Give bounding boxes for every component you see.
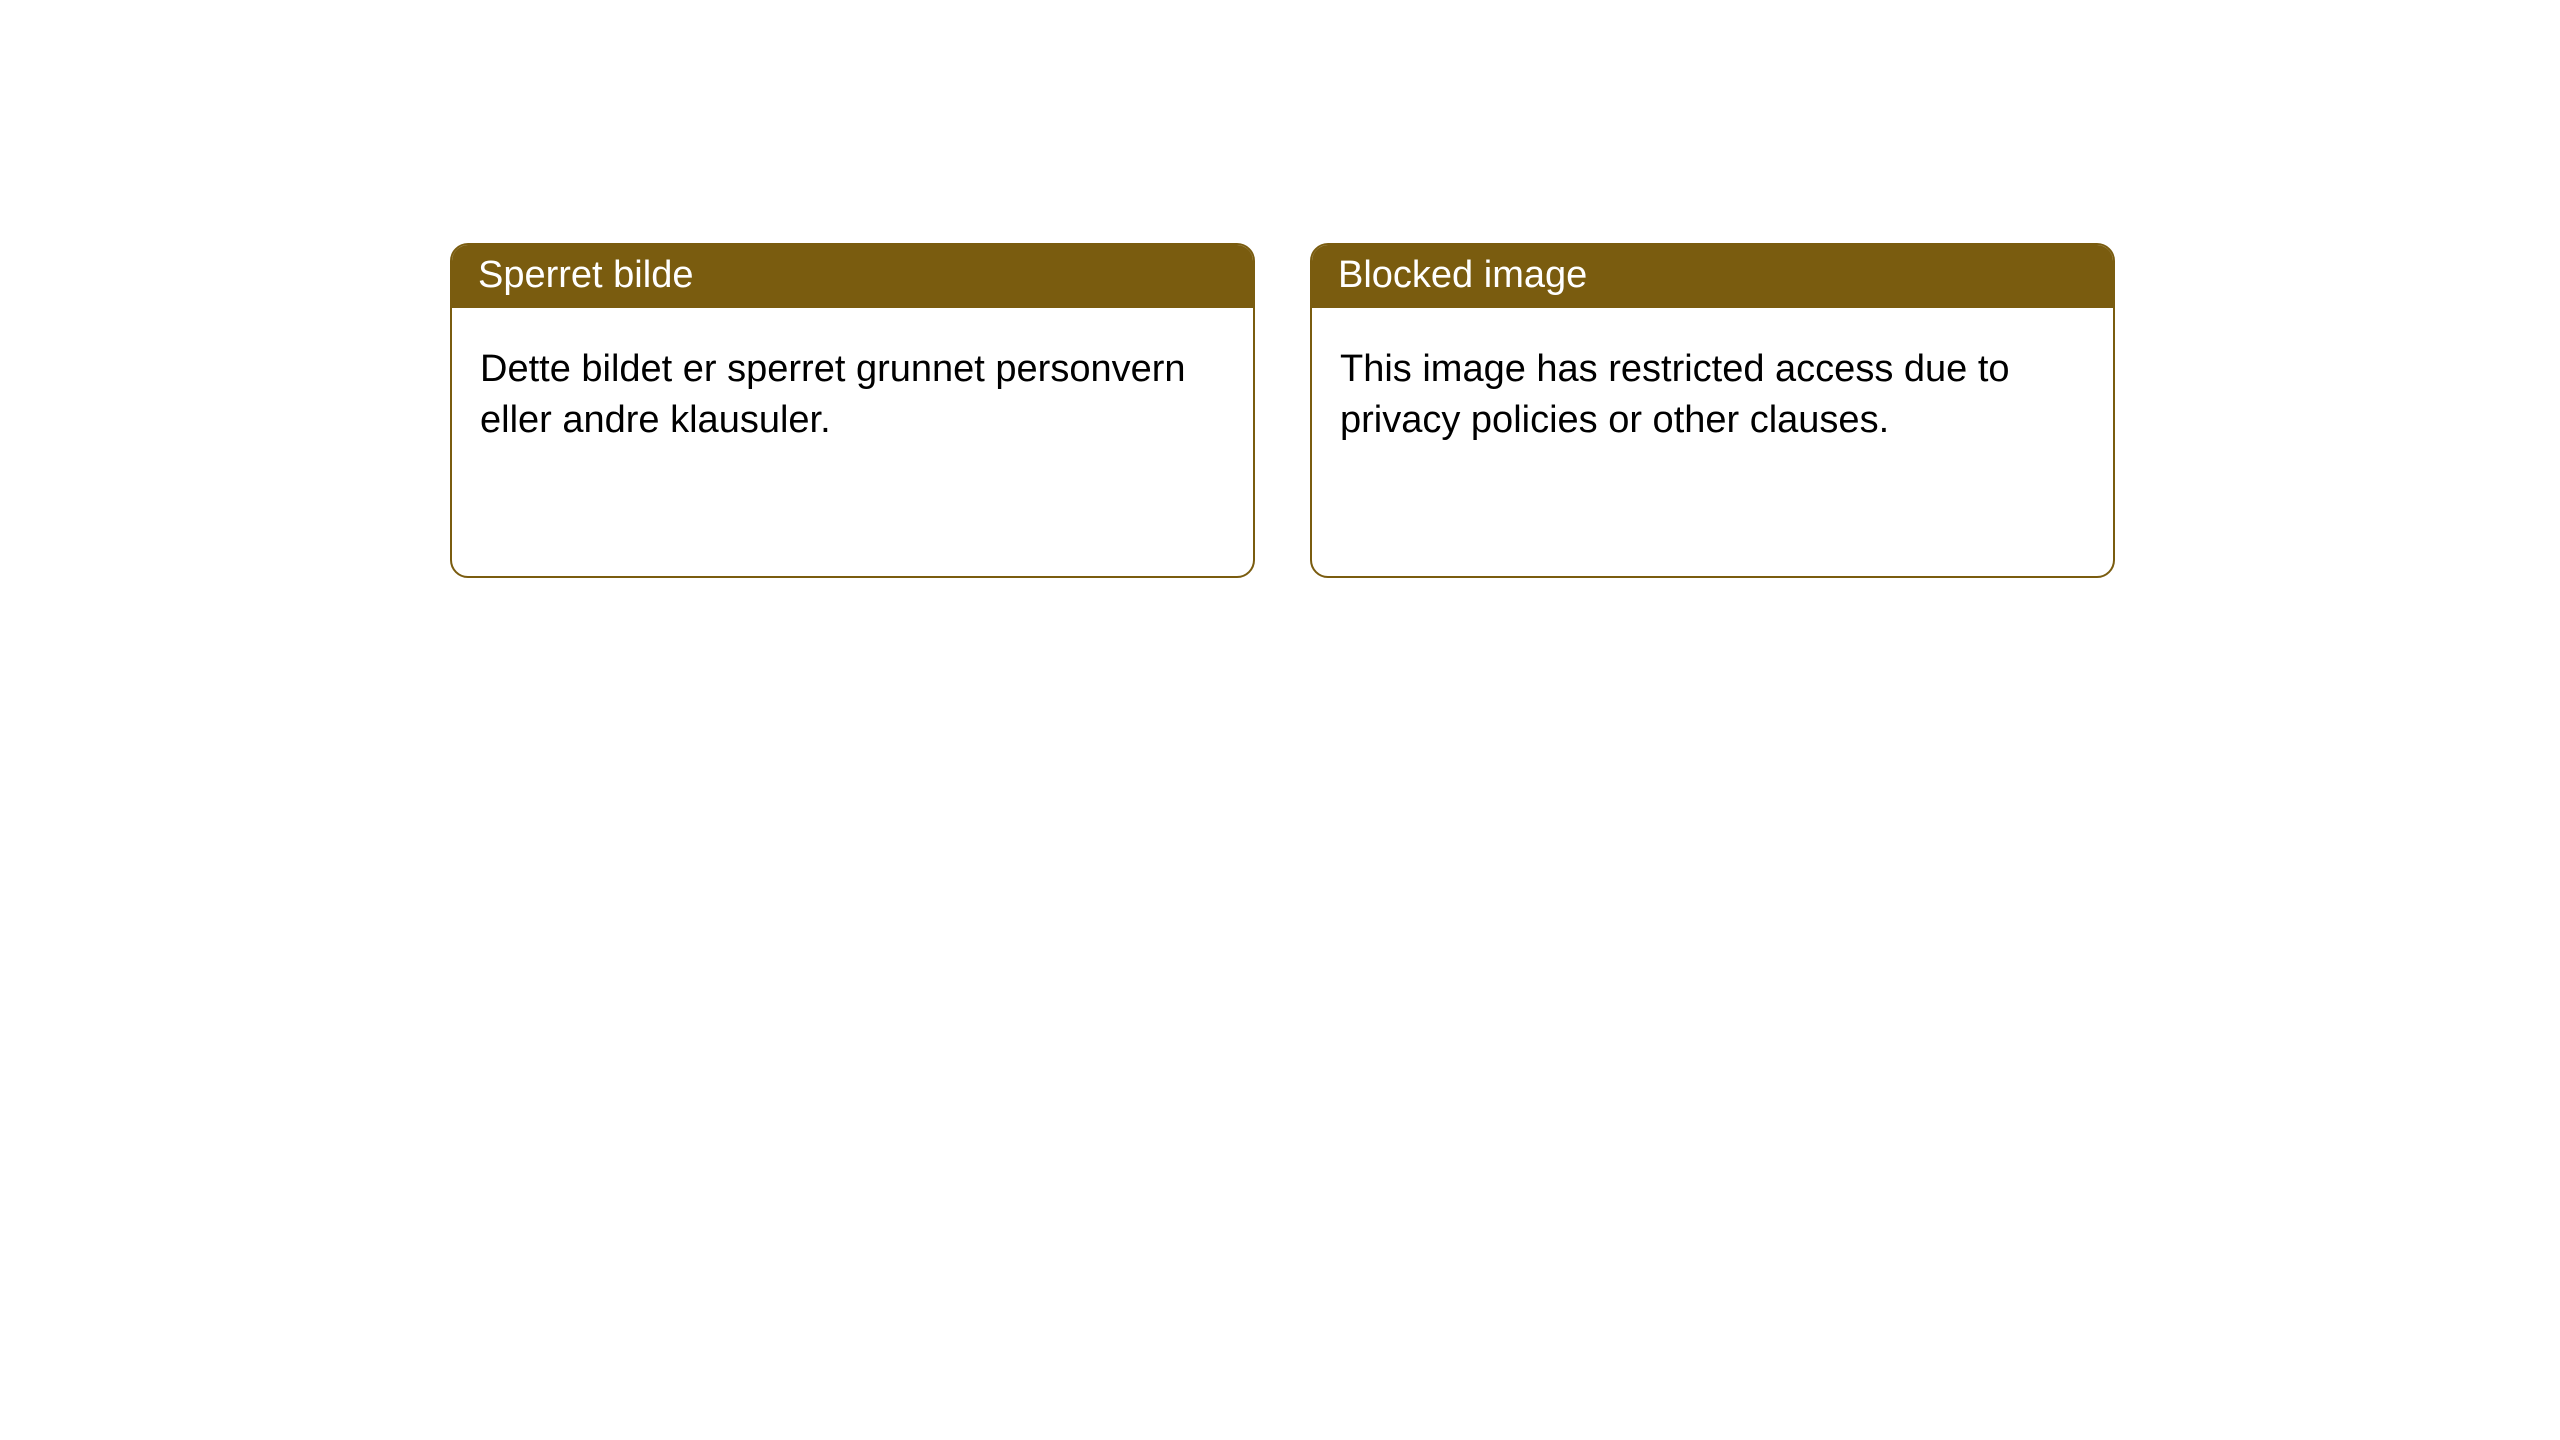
blocked-image-card-en: Blocked image This image has restricted … [1310,243,2115,578]
card-header-en: Blocked image [1312,245,2113,308]
card-body-text-no: Dette bildet er sperret grunnet personve… [480,348,1186,441]
card-title-no: Sperret bilde [478,254,693,296]
card-body-text-en: This image has restricted access due to … [1340,348,2010,441]
card-header-no: Sperret bilde [452,245,1253,308]
cards-container: Sperret bilde Dette bildet er sperret gr… [0,0,2560,578]
blocked-image-card-no: Sperret bilde Dette bildet er sperret gr… [450,243,1255,578]
card-title-en: Blocked image [1338,254,1587,296]
card-body-no: Dette bildet er sperret grunnet personve… [452,308,1253,483]
card-body-en: This image has restricted access due to … [1312,308,2113,483]
